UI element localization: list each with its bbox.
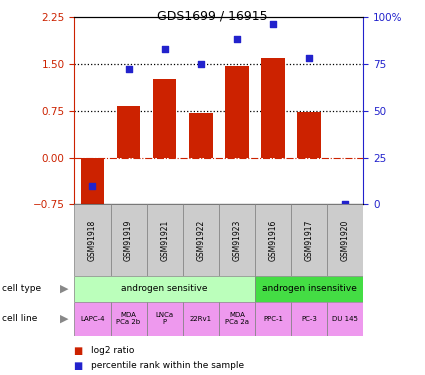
Bar <box>261 57 285 158</box>
Point <box>125 66 132 72</box>
Text: LAPC-4: LAPC-4 <box>80 316 105 322</box>
Text: GSM91919: GSM91919 <box>124 219 133 261</box>
Bar <box>255 204 291 276</box>
Text: ▶: ▶ <box>60 314 68 324</box>
Bar <box>255 276 363 302</box>
Bar <box>110 204 147 276</box>
Point <box>89 183 96 189</box>
Bar <box>117 106 140 158</box>
Text: DU 145: DU 145 <box>332 316 358 322</box>
Text: GSM91921: GSM91921 <box>160 219 169 261</box>
Text: ▶: ▶ <box>60 284 68 294</box>
Text: log2 ratio: log2 ratio <box>91 346 134 355</box>
Bar <box>327 204 363 276</box>
Text: GSM91920: GSM91920 <box>341 219 350 261</box>
Text: GSM91918: GSM91918 <box>88 219 97 261</box>
Bar <box>189 112 212 158</box>
Bar <box>74 276 255 302</box>
Text: GSM91917: GSM91917 <box>305 219 314 261</box>
Bar <box>219 302 255 336</box>
Point <box>269 21 276 27</box>
Text: androgen sensitive: androgen sensitive <box>122 284 208 293</box>
Bar <box>255 302 291 336</box>
Text: cell line: cell line <box>2 314 37 323</box>
Bar <box>225 66 249 158</box>
Text: MDA
PCa 2b: MDA PCa 2b <box>116 312 141 325</box>
Bar <box>74 302 110 336</box>
Bar <box>147 204 183 276</box>
Text: GSM91916: GSM91916 <box>269 219 278 261</box>
Bar <box>153 80 176 158</box>
Text: PC-3: PC-3 <box>301 316 317 322</box>
Text: GSM91923: GSM91923 <box>232 219 241 261</box>
Text: GDS1699 / 16915: GDS1699 / 16915 <box>157 9 268 22</box>
Point <box>197 61 204 67</box>
Bar <box>327 302 363 336</box>
Point <box>161 46 168 52</box>
Bar <box>74 204 110 276</box>
Point <box>342 201 348 207</box>
Bar <box>298 112 321 158</box>
Bar <box>147 302 183 336</box>
Text: MDA
PCa 2a: MDA PCa 2a <box>225 312 249 325</box>
Text: ■: ■ <box>74 361 87 370</box>
Bar <box>183 204 219 276</box>
Bar <box>81 158 104 211</box>
Text: 22Rv1: 22Rv1 <box>190 316 212 322</box>
Text: ■: ■ <box>74 346 87 355</box>
Bar <box>291 302 327 336</box>
Point <box>306 55 312 61</box>
Text: cell type: cell type <box>2 284 41 293</box>
Text: GSM91922: GSM91922 <box>196 219 205 261</box>
Bar <box>291 204 327 276</box>
Text: androgen insensitive: androgen insensitive <box>262 284 357 293</box>
Bar <box>110 302 147 336</box>
Bar <box>183 302 219 336</box>
Text: LNCa
P: LNCa P <box>156 312 174 325</box>
Text: percentile rank within the sample: percentile rank within the sample <box>91 361 244 370</box>
Text: PPC-1: PPC-1 <box>263 316 283 322</box>
Point <box>234 36 241 42</box>
Bar <box>219 204 255 276</box>
